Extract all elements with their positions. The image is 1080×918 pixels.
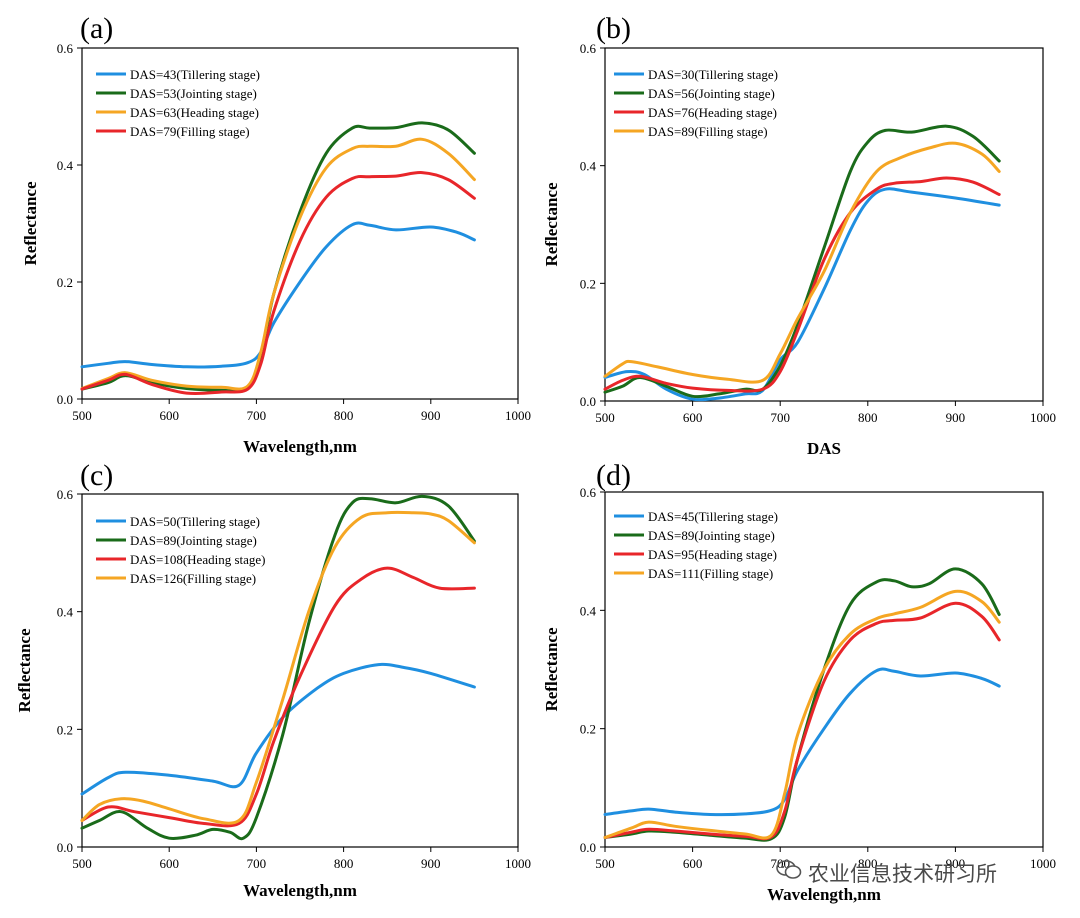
x-axis-label: Wavelength,nm xyxy=(243,881,357,900)
panel-b: 500 600 700 800 900 1000 0.0 0.2 0.4 0.6(b) DAS Ref… xyxy=(542,12,1056,458)
y-axis-label: Reflectance xyxy=(542,182,561,266)
x-axis-label: DAS xyxy=(807,439,841,458)
axes-frame xyxy=(604,47,1044,402)
legend-label: DAS=53(Jointing stage) xyxy=(130,86,257,101)
series-line xyxy=(80,510,476,825)
x-axis-label: Wavelength,nm xyxy=(767,885,881,904)
x-tick-label: 1000 xyxy=(1030,856,1056,871)
panel-label: (c) xyxy=(80,459,113,492)
y-axis-label: Reflectance xyxy=(542,627,561,711)
x-tick-label: 800 xyxy=(334,856,354,871)
series-line xyxy=(80,121,476,393)
x-tick-label: 1000 xyxy=(505,408,531,423)
legend-label: DAS=43(Tillering stage) xyxy=(130,67,260,82)
panel-d: 500 600 700 800 900 10000.00.20.40.6(d)Wavele… xyxy=(542,459,1056,904)
legend-label: DAS=89(Filling stage) xyxy=(648,124,768,139)
series-line xyxy=(80,494,476,841)
x-tick-label: 500 xyxy=(72,856,92,871)
series-line xyxy=(80,566,476,828)
y-axis-label: Reflectance xyxy=(21,181,40,265)
y-tick-label: 0.4 xyxy=(57,605,74,620)
x-axis-label: Wavelength,nm xyxy=(243,437,357,456)
legend-label: DAS=56(Jointing stage) xyxy=(648,86,775,101)
x-tick-label: 900 xyxy=(946,856,966,871)
y-tick-label: 0.2 xyxy=(580,722,596,737)
y-tick-label: 0.6 xyxy=(57,487,74,502)
legend-label: DAS=76(Heading stage) xyxy=(648,105,777,120)
y-tick-label: 0.4 xyxy=(580,159,597,174)
panel-c: 500 600 700 800 900 1000 0.0 0.2 0.4 0.6 (c) Wavele… xyxy=(15,459,531,900)
series-line xyxy=(603,601,1001,841)
series-line xyxy=(80,221,476,369)
x-tick-label: 900 xyxy=(421,408,441,423)
series-line xyxy=(80,662,476,796)
x-tick-label: 800 xyxy=(334,408,354,423)
series-line xyxy=(603,176,1001,393)
y-tick-label: 0.4 xyxy=(57,158,74,173)
series-line xyxy=(603,124,1001,399)
y-tick-label: 0.6 xyxy=(580,485,597,500)
series-line xyxy=(603,667,1001,817)
legend-label: DAS=108(Heading stage) xyxy=(130,552,266,567)
y-tick-label: 0.4 xyxy=(580,603,597,618)
legend-label: DAS=89(Jointing stage) xyxy=(648,528,775,543)
y-axis-label: Reflectance xyxy=(15,628,34,712)
x-tick-label: 600 xyxy=(159,856,179,871)
x-tick-label: 1000 xyxy=(505,856,531,871)
x-tick-label: 500 xyxy=(72,408,92,423)
watermark-text: 农业信息技术研习所 xyxy=(808,862,997,886)
wechat-icon xyxy=(776,860,802,879)
panel-label: (a) xyxy=(80,12,113,45)
legend-label: DAS=45(Tillering stage) xyxy=(648,509,778,524)
x-tick-label: 800 xyxy=(858,856,878,871)
x-tick-label: 700 xyxy=(770,410,790,425)
series-line xyxy=(603,141,1001,384)
y-tick-label: 0.6 xyxy=(580,41,597,56)
legend-label: DAS=89(Jointing stage) xyxy=(130,533,257,548)
panel-a: 500 600 700 800 900 1000 0.0 0.2 0.4 0.6 (a) Wavele… xyxy=(21,12,531,456)
x-tick-label: 600 xyxy=(683,410,703,425)
x-tick-label: 500 xyxy=(595,410,615,425)
y-tick-label: 0.2 xyxy=(57,722,73,737)
x-tick-label: 600 xyxy=(683,856,703,871)
legend-label: DAS=50(Tillering stage) xyxy=(130,514,260,529)
y-tick-label: 0.0 xyxy=(57,840,73,855)
x-tick-label: 900 xyxy=(946,410,966,425)
y-tick-label: 0.2 xyxy=(57,275,73,290)
x-tick-label: 900 xyxy=(421,856,441,871)
series-line xyxy=(80,171,476,396)
x-tick-label: 600 xyxy=(159,408,179,423)
y-tick-label: 0.0 xyxy=(57,392,73,407)
x-tick-label: 700 xyxy=(247,408,267,423)
x-tick-label: 1000 xyxy=(1030,410,1056,425)
legend-label: DAS=30(Tillering stage) xyxy=(648,67,778,82)
axes-frame xyxy=(81,493,519,848)
x-tick-label: 700 xyxy=(247,856,267,871)
y-tick-label: 0.6 xyxy=(57,41,74,56)
series-line xyxy=(603,589,1001,840)
legend-label: DAS=111(Filling stage) xyxy=(648,566,773,581)
panel-label: (b) xyxy=(596,12,631,45)
panel-label: (d) xyxy=(596,459,631,492)
legend-label: DAS=79(Filling stage) xyxy=(130,124,250,139)
legend-label: DAS=95(Heading stage) xyxy=(648,547,777,562)
x-tick-label: 500 xyxy=(595,856,615,871)
axes-frame xyxy=(604,491,1044,848)
y-tick-label: 0.2 xyxy=(580,276,596,291)
legend-label: DAS=126(Filling stage) xyxy=(130,571,256,586)
axes-frame xyxy=(81,47,519,400)
series-line xyxy=(80,137,476,391)
y-tick-label: 0.0 xyxy=(580,394,596,409)
legend-label: DAS=63(Heading stage) xyxy=(130,105,259,120)
y-tick-label: 0.0 xyxy=(580,840,596,855)
x-tick-label: 800 xyxy=(858,410,878,425)
